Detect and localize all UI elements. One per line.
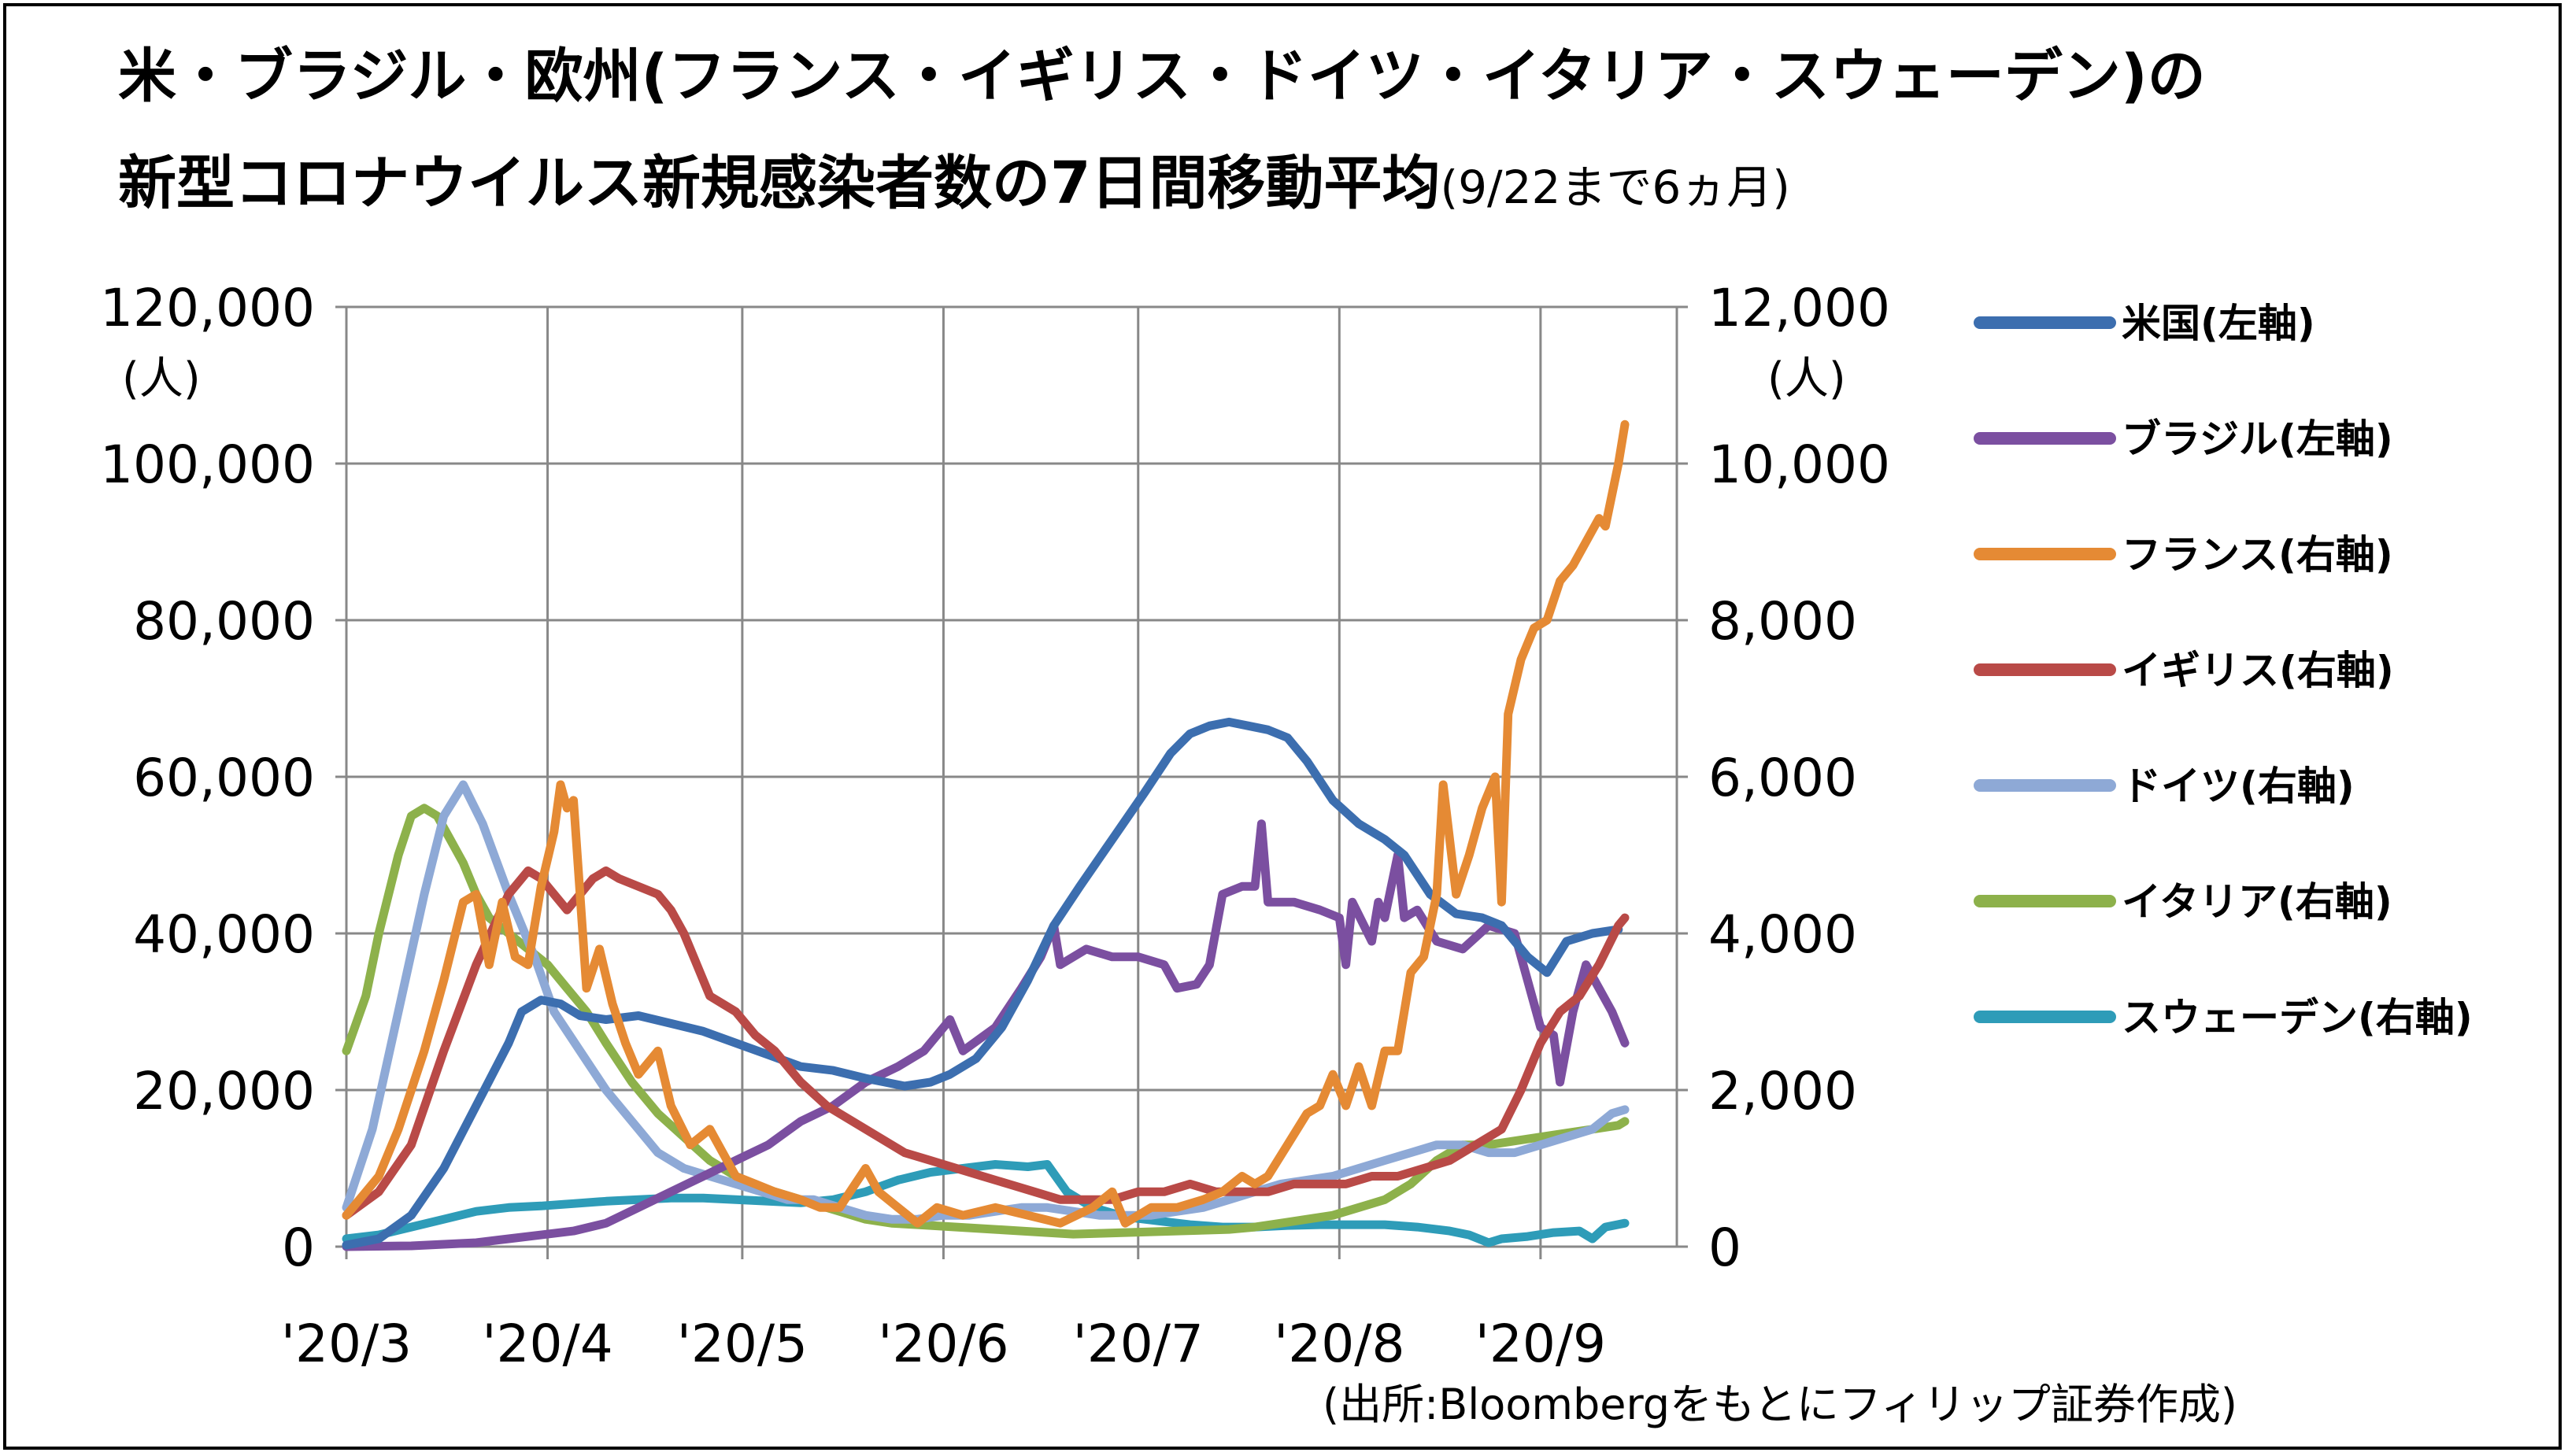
series-line-3 (342, 866, 1630, 1220)
left-tick-label: 20,000 (133, 1061, 315, 1122)
x-tick-label: '20/9 (1475, 1314, 1606, 1374)
legend-label: フランス(右軸) (2122, 532, 2393, 578)
x-tick-label: '20/5 (677, 1314, 808, 1374)
x-tick-label: '20/7 (1073, 1314, 1204, 1374)
x-tick-label: '20/6 (878, 1314, 1008, 1374)
legend-label: イギリス(右軸) (2122, 648, 2394, 693)
right-tick-label: 12,000 (1708, 278, 1890, 338)
series-line-2 (342, 419, 1630, 1228)
legend-label: 米国(左軸) (2122, 301, 2315, 346)
right-axis-unit: (人) (1767, 353, 1846, 405)
legend: 米国(左軸) ブラジル(左軸) フランス(右軸) イギリス(右軸) ドイツ(右軸) イタリ… (1974, 301, 2473, 1040)
x-tick-label: '20/4 (482, 1314, 612, 1374)
legend-label: スウェーデン(右軸) (2122, 995, 2473, 1040)
left-tick-label: 100,000 (100, 434, 315, 495)
left-tick-label: 0 (282, 1218, 315, 1278)
left-tick-label: 60,000 (133, 748, 315, 808)
right-tick-label: 2,000 (1708, 1061, 1857, 1122)
left-axis-unit: (人) (122, 353, 201, 405)
legend-label: ブラジル(左軸) (2122, 416, 2393, 462)
series-line-0 (342, 717, 1623, 1250)
x-tick-label: '20/3 (281, 1314, 412, 1374)
left-tick-label: 40,000 (133, 904, 315, 965)
x-tick-label: '20/8 (1274, 1314, 1404, 1374)
right-tick-label: 8,000 (1708, 591, 1857, 652)
chart-subtitle: (9/22まで6ヵ月) (1440, 161, 1790, 214)
source-note: (出所:Bloombergをもとにフィリップ証券作成) (1323, 1380, 2237, 1429)
chart-title-line2: 新型コロナウイルス新規感染者数の7日間移動平均(9/22まで6ヵ月) (118, 154, 1790, 212)
left-tick-label: 80,000 (133, 591, 315, 652)
right-tick-label: 6,000 (1708, 748, 1857, 808)
chart-frame (3, 3, 2562, 1450)
series-line-6 (342, 1160, 1630, 1247)
axes (335, 305, 1688, 1259)
gridlines (345, 305, 1677, 1247)
right-tick-label: 0 (1708, 1218, 1741, 1278)
legend-label: ドイツ(右軸) (2122, 763, 2355, 809)
series-lines (342, 419, 1630, 1251)
left-tick-label: 120,000 (100, 278, 315, 338)
chart-title-line2-main: 新型コロナウイルス新規感染者数の7日間移動平均 (118, 150, 1441, 217)
chart-title-line1: 米・ブラジル・欧州(フランス・イギリス・ドイツ・イタリア・スウェーデン)の (118, 42, 2206, 110)
tick-labels: 0 0 20,000 2,000 40,000 4,000 60,000 6,000 80,00… (100, 278, 1890, 1374)
right-tick-label: 4,000 (1708, 904, 1857, 965)
right-tick-label: 10,000 (1708, 434, 1890, 495)
legend-label: イタリア(右軸) (2122, 879, 2392, 925)
